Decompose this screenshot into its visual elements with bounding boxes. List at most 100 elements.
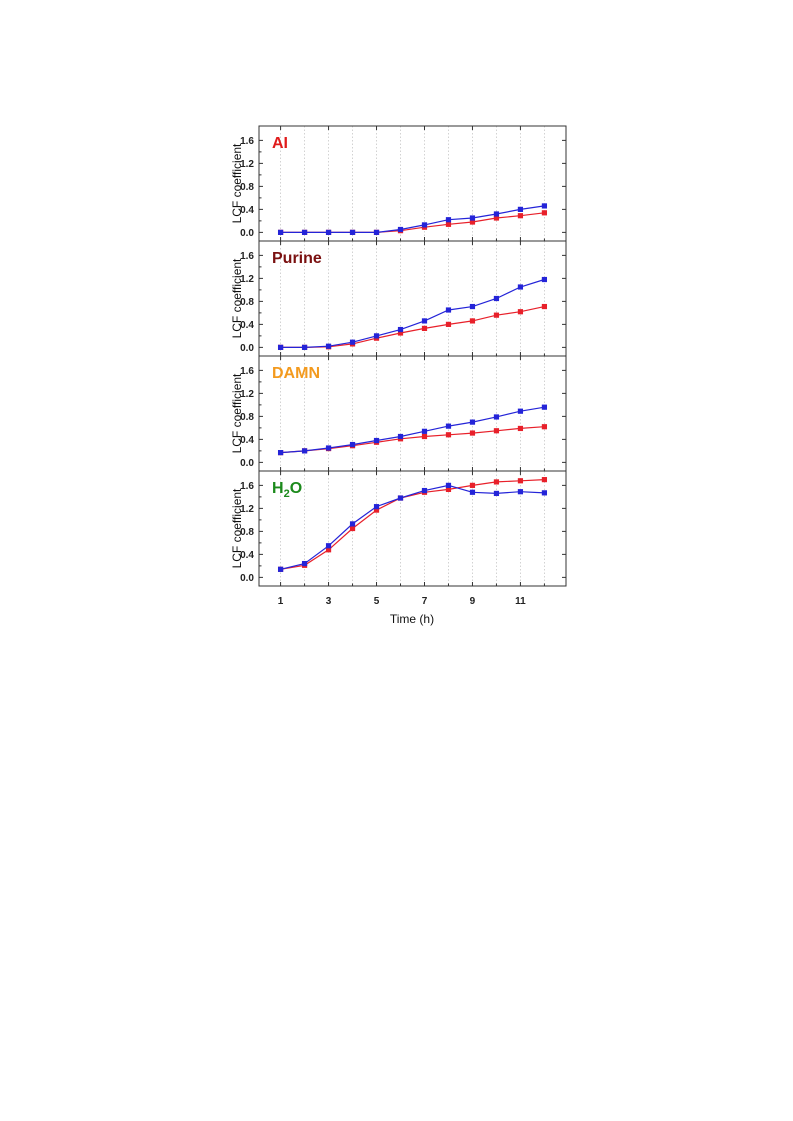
data-point	[445, 321, 452, 327]
data-point	[541, 210, 548, 216]
y-axis-title: LCF coefficient	[230, 373, 244, 453]
data-point	[325, 445, 332, 451]
data-point	[349, 441, 356, 448]
data-point	[541, 424, 548, 430]
data-point	[469, 215, 476, 221]
data-point	[397, 330, 404, 336]
x-axis-title: Time (h)	[390, 612, 434, 626]
x-axis: 1 3 5 7 9 11	[278, 596, 526, 607]
data-point	[373, 507, 380, 513]
data-point	[277, 229, 284, 235]
data-point	[469, 419, 476, 425]
data-point	[469, 489, 476, 495]
data-point	[325, 343, 332, 349]
panel-frame	[258, 125, 567, 242]
data-point	[541, 477, 548, 483]
panel-title-main: DAMN	[272, 365, 320, 382]
y-tick-label: 0.8	[240, 297, 254, 308]
data-point	[517, 213, 524, 219]
y-axis-title: LCF coefficient	[230, 258, 244, 338]
data-point	[445, 482, 452, 488]
y-tick-label: 1.2	[240, 159, 254, 170]
series-line-1	[280, 212, 545, 233]
y-tick-label: 0.4	[240, 320, 254, 331]
data-point	[517, 309, 524, 315]
data-point	[493, 295, 500, 302]
y-tick-label: 0.8	[240, 182, 254, 193]
data-point	[517, 425, 524, 432]
data-point	[541, 203, 548, 209]
data-point	[325, 229, 332, 235]
data-point	[325, 543, 332, 549]
data-point	[349, 521, 356, 527]
panel-frame	[258, 470, 567, 587]
series-line-2	[280, 278, 545, 348]
y-tick-label: 0.4	[240, 205, 254, 216]
y-tick-label: 0.0	[240, 458, 254, 469]
data-point	[301, 344, 308, 350]
data-point	[349, 525, 356, 532]
data-point	[277, 566, 284, 572]
panel-title: AI	[272, 135, 288, 152]
data-point	[541, 276, 548, 283]
data-point	[493, 479, 500, 485]
y-tick-label: 0.8	[240, 527, 254, 538]
data-point	[397, 495, 404, 501]
data-point	[541, 490, 548, 496]
data-point	[541, 303, 548, 310]
data-point	[517, 478, 524, 484]
series-line-2	[280, 406, 545, 454]
y-axis-title: LCF coefficient	[230, 488, 244, 568]
x-tick-label: 5	[374, 596, 380, 607]
y-tick-label: 0.8	[240, 412, 254, 423]
data-point	[517, 489, 524, 495]
panel-title-subscript: 2	[284, 488, 290, 500]
data-point	[493, 211, 500, 217]
x-tick-label: 1	[278, 596, 284, 607]
data-point	[541, 404, 548, 410]
data-point	[445, 307, 452, 313]
panel-title-main: AI	[272, 135, 288, 152]
y-axis-title: LCF coefficient	[230, 143, 244, 223]
data-point	[301, 560, 308, 567]
x-tick-label: 9	[470, 596, 476, 607]
data-point	[373, 437, 380, 444]
data-point	[469, 482, 476, 488]
data-point	[349, 229, 356, 235]
x-tick-label: 11	[515, 596, 526, 607]
data-point	[421, 325, 428, 331]
y-tick-label: 0.0	[240, 228, 254, 239]
y-tick-label: 0.0	[240, 573, 254, 584]
x-tick-label: 3	[326, 596, 332, 607]
series-line-1	[280, 479, 545, 570]
data-point	[277, 344, 284, 350]
data-point	[493, 312, 500, 318]
data-point	[469, 430, 476, 436]
data-point	[301, 448, 308, 454]
data-point	[469, 318, 476, 324]
series-line-2	[280, 205, 545, 233]
x-tick-label: 7	[422, 596, 428, 607]
data-point	[373, 504, 380, 510]
data-point	[445, 221, 452, 227]
y-tick-label: 1.2	[240, 504, 254, 515]
series-line-1	[280, 306, 545, 348]
data-point	[421, 318, 428, 324]
data-point	[493, 414, 500, 420]
data-point	[397, 433, 404, 440]
panel-title: H2O	[272, 480, 302, 500]
data-point	[445, 486, 452, 492]
panel-title-rest: O	[290, 480, 302, 497]
data-point	[493, 490, 500, 497]
data-point	[517, 206, 524, 212]
data-point	[445, 423, 452, 429]
data-point	[349, 339, 356, 345]
y-tick-label: 1.6	[240, 136, 254, 147]
data-point	[325, 547, 332, 553]
